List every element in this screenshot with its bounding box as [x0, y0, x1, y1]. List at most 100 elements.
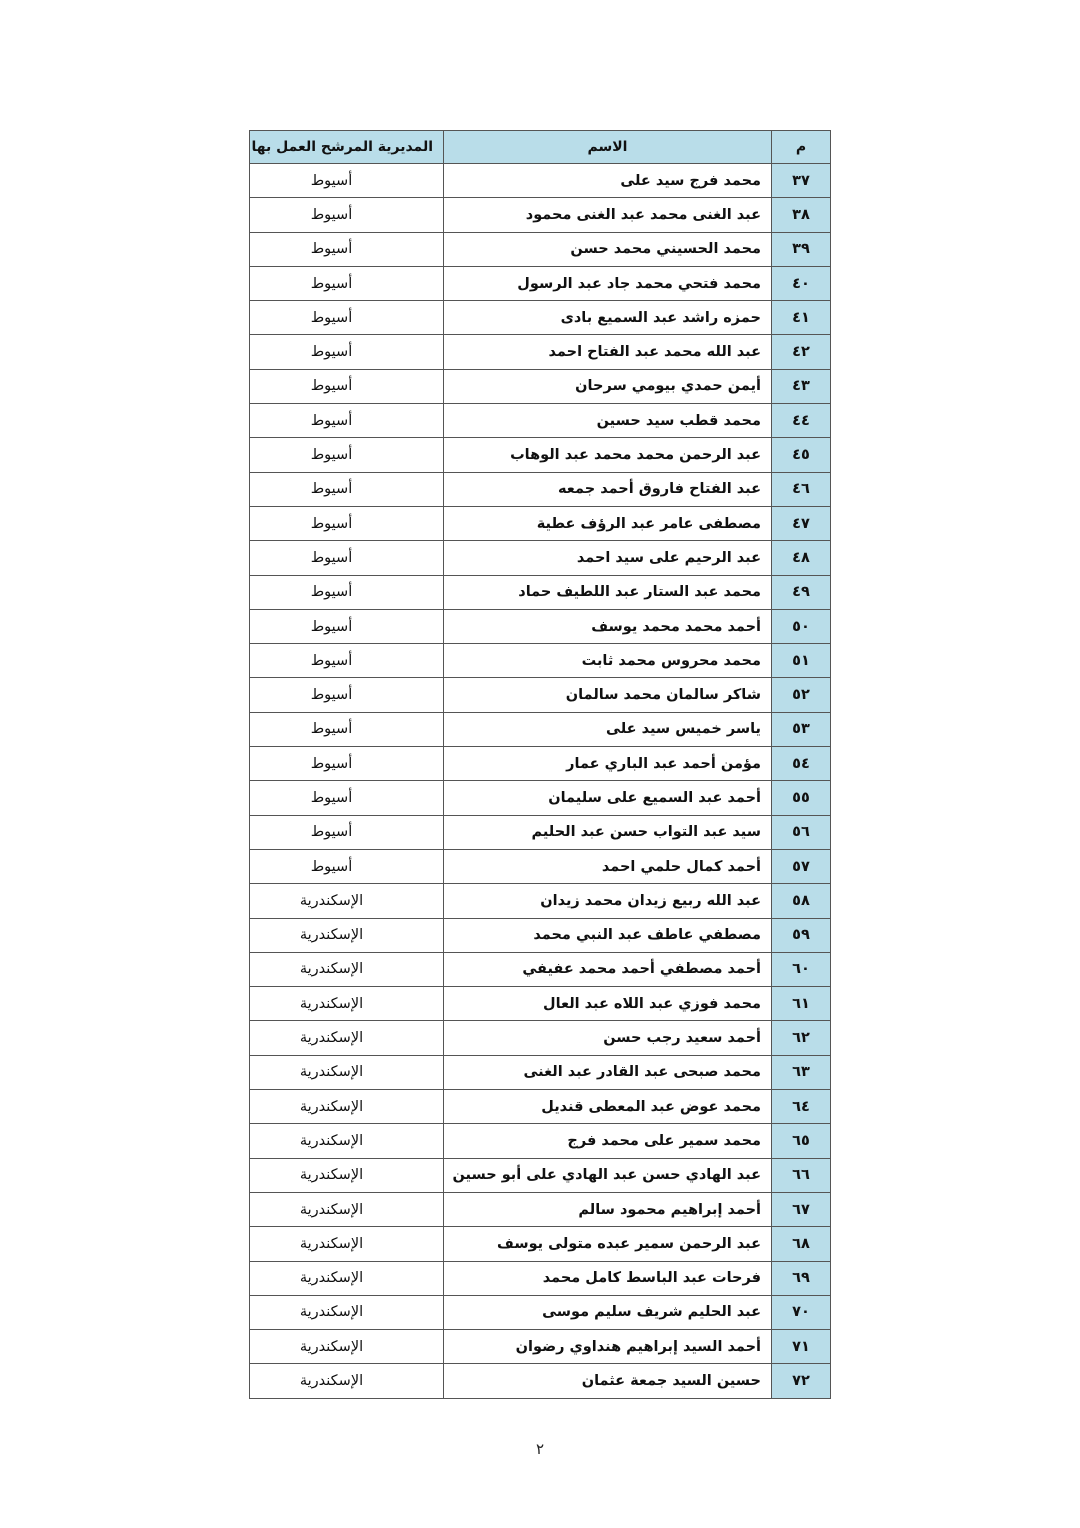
- row-name: محمد عوض عبد المعطى قنديل: [443, 1089, 772, 1125]
- table-row: ٤٣ أيمن حمدي بيومي سرحان أسيوط: [249, 368, 831, 405]
- row-number: ٦٩: [771, 1260, 831, 1296]
- row-number: ٦٦: [771, 1157, 831, 1193]
- table-row: ٦١ محمد فوزي عبد اللاه عبد العال الإسكندري…: [249, 986, 831, 1022]
- row-directorate: أسيوط: [249, 711, 444, 748]
- header-name: الاسم: [443, 130, 772, 164]
- row-directorate: أسيوط: [249, 162, 444, 199]
- row-number: ٥٢: [771, 677, 831, 713]
- row-number: ٤٢: [771, 334, 831, 370]
- row-name: حمزه راشد عبد السميع بادى: [443, 300, 772, 336]
- row-directorate: أسيوط: [249, 368, 444, 405]
- row-name: ياسر خميس سيد على: [443, 711, 772, 748]
- row-name: شاكر سالمان محمد سالمان: [443, 677, 772, 713]
- row-directorate: الإسكندرية: [249, 1020, 444, 1056]
- row-number: ٦٧: [771, 1191, 831, 1228]
- row-number: ٦١: [771, 986, 831, 1022]
- table-row: ٧٢ حسين السيد جمعة عثمان الإسكندرية: [249, 1363, 831, 1399]
- table-row: ٤١ حمزه راشد عبد السميع بادى أسيوط: [249, 300, 831, 336]
- row-directorate: أسيوط: [249, 848, 444, 885]
- row-name: عبد الله ربيع زيدان محمد زيدان: [443, 883, 772, 919]
- row-number: ٦٣: [771, 1054, 831, 1091]
- row-number: ٦٥: [771, 1123, 831, 1159]
- page-number: ٢: [535, 1440, 545, 1458]
- row-directorate: أسيوط: [249, 300, 444, 336]
- table-row: ٦٧ أحمد إبراهيم محمود سالم الإسكندرية: [249, 1191, 831, 1228]
- row-name: أيمن حمدي بيومي سرحان: [443, 368, 772, 405]
- row-name: أحمد السيد إبراهيم هنداوي رضوان: [443, 1329, 772, 1365]
- row-number: ٤٥: [771, 437, 831, 473]
- table-row: ٥٥ أحمد عبد السميع على سليمان أسيوط: [249, 780, 831, 816]
- table-header-row: م الاسم المديرية المرشح العمل بها: [249, 130, 831, 164]
- row-number: ٤٨: [771, 540, 831, 576]
- table-row: ٦٠ أحمد مصطفي أحمد محمد عفيفي الإسكندرية: [249, 951, 831, 988]
- row-name: أحمد سعيد رجب حسن: [443, 1020, 772, 1056]
- row-number: ٦٨: [771, 1226, 831, 1262]
- table-row: ٤٢ عبد الله محمد عبد الفتاح احمد أسيوط: [249, 334, 831, 370]
- row-number: ٥٨: [771, 883, 831, 919]
- row-directorate: أسيوط: [249, 334, 444, 370]
- row-directorate: أسيوط: [249, 197, 444, 233]
- header-num: م: [771, 130, 831, 164]
- candidates-table: م الاسم المديرية المرشح العمل بها ٣٧ محمد…: [249, 130, 831, 1399]
- row-number: ٤٤: [771, 403, 831, 439]
- row-directorate: الإسكندرية: [249, 1157, 444, 1193]
- row-directorate: الإسكندرية: [249, 1226, 444, 1262]
- row-number: ٤٩: [771, 574, 831, 610]
- table-row: ٦٦ عبد الهادي حسن عبد الهادي على أبو حسين…: [249, 1157, 831, 1193]
- table-row: ٥٠ أحمد محمد محمد يوسف أسيوط: [249, 608, 831, 645]
- row-directorate: الإسكندرية: [249, 1329, 444, 1365]
- row-name: محمد عبد الستار عبد اللطيف حماد: [443, 574, 772, 610]
- row-name: أحمد إبراهيم محمود سالم: [443, 1191, 772, 1228]
- table-row: ٦٥ محمد سمير على محمد فرج الإسكندرية: [249, 1123, 831, 1159]
- row-directorate: أسيوط: [249, 780, 444, 816]
- table-row: ٥٨ عبد الله ربيع زيدان محمد زيدان الإسكندر…: [249, 883, 831, 919]
- row-number: ٥٦: [771, 814, 831, 850]
- row-number: ٣٨: [771, 197, 831, 233]
- table-row: ٤٥ عبد الرحمن محمد محمد عبد الوهاب أسيوط: [249, 437, 831, 473]
- row-directorate: الإسكندرية: [249, 883, 444, 919]
- table-row: ٣٨ عبد الغنى محمد عبد الغنى محمود أسيوط: [249, 197, 831, 233]
- row-name: مصطفي عاطف عبد النبي محمد: [443, 917, 772, 953]
- row-directorate: أسيوط: [249, 231, 444, 267]
- row-number: ٥٩: [771, 917, 831, 953]
- row-directorate: أسيوط: [249, 574, 444, 610]
- table-row: ٥٧ أحمد كمال حلمي احمد أسيوط: [249, 848, 831, 885]
- row-directorate: الإسكندرية: [249, 986, 444, 1022]
- row-directorate: أسيوط: [249, 505, 444, 542]
- row-directorate: أسيوط: [249, 814, 444, 850]
- row-directorate: أسيوط: [249, 540, 444, 576]
- table-row: ٥١ محمد محروس محمد ثابت أسيوط: [249, 643, 831, 679]
- row-directorate: الإسكندرية: [249, 917, 444, 953]
- table-row: ٧٠ عبد الحليم شريف سليم موسى الإسكندرية: [249, 1294, 831, 1331]
- row-number: ٤٣: [771, 368, 831, 405]
- row-number: ٥٥: [771, 780, 831, 816]
- row-name: أحمد محمد محمد يوسف: [443, 608, 772, 645]
- table-row: ٦٩ فرحات عبد الباسط كامل محمد الإسكندرية: [249, 1260, 831, 1296]
- row-number: ٧٠: [771, 1294, 831, 1331]
- row-number: ٥٧: [771, 848, 831, 885]
- row-directorate: الإسكندرية: [249, 1191, 444, 1228]
- row-number: ٣٧: [771, 162, 831, 199]
- row-directorate: أسيوط: [249, 265, 444, 302]
- row-name: محمد الحسيني محمد حسن: [443, 231, 772, 267]
- row-number: ٦٢: [771, 1020, 831, 1056]
- row-number: ٧١: [771, 1329, 831, 1365]
- row-name: سيد عبد التواب حسن عبد الحليم: [443, 814, 772, 850]
- table-row: ٥٤ مؤمن أحمد عبد الباري عمار أسيوط: [249, 746, 831, 782]
- row-name: حسين السيد جمعة عثمان: [443, 1363, 772, 1399]
- row-directorate: الإسكندرية: [249, 951, 444, 988]
- table-body: ٣٧ محمد فرج سيد على أسيوط ٣٨ عبد الغنى محمد …: [249, 162, 831, 1399]
- row-directorate: أسيوط: [249, 643, 444, 679]
- table-row: ٤٤ محمد قطب سيد حسين أسيوط: [249, 403, 831, 439]
- row-directorate: أسيوط: [249, 471, 444, 507]
- row-name: محمد سمير على محمد فرج: [443, 1123, 772, 1159]
- table-row: ٦٢ أحمد سعيد رجب حسن الإسكندرية: [249, 1020, 831, 1056]
- row-number: ٥٤: [771, 746, 831, 782]
- row-name: محمد قطب سيد حسين: [443, 403, 772, 439]
- row-directorate: الإسكندرية: [249, 1089, 444, 1125]
- row-name: أحمد مصطفي أحمد محمد عفيفي: [443, 951, 772, 988]
- row-number: ٥١: [771, 643, 831, 679]
- table-row: ٣٧ محمد فرج سيد على أسيوط: [249, 162, 831, 199]
- table-row: ٦٤ محمد عوض عبد المعطى قنديل الإسكندرية: [249, 1089, 831, 1125]
- row-directorate: أسيوط: [249, 437, 444, 473]
